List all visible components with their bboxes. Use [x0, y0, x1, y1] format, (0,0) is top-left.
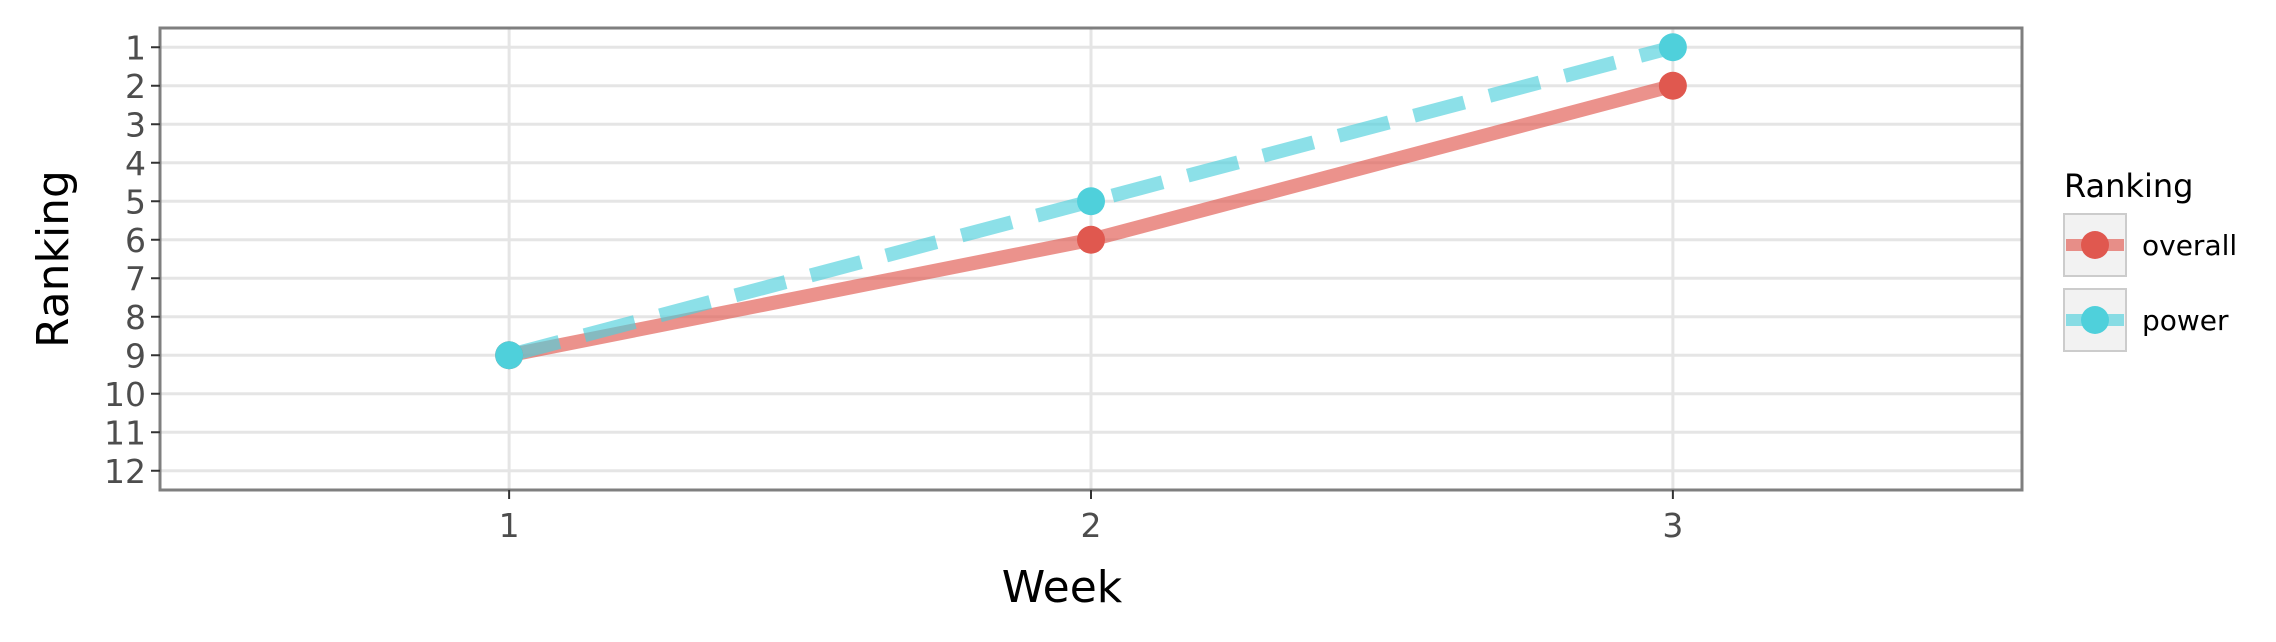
x-axis: 1 2 3: [499, 490, 1683, 545]
data-point-overall: [1658, 71, 1687, 100]
y-tick-label: 10: [104, 375, 146, 414]
legend-label-overall: overall: [2142, 229, 2237, 262]
x-axis-title: Week: [1002, 562, 1123, 613]
y-tick-label: 7: [125, 259, 146, 298]
data-point-power: [1658, 33, 1687, 62]
legend-key-point-overall: [2081, 231, 2109, 259]
y-tick-label: 6: [125, 221, 146, 260]
y-tick-label: 8: [125, 298, 146, 337]
data-point-power: [495, 341, 524, 370]
y-tick-label: 9: [125, 336, 146, 375]
y-tick-label: 2: [125, 67, 146, 106]
data-point-overall: [1077, 225, 1105, 254]
y-tick-label: 5: [125, 182, 146, 221]
y-tick-label: 1: [125, 28, 146, 67]
y-tick-label: 3: [125, 105, 146, 144]
data-point-power: [1077, 187, 1105, 216]
series-layer: [495, 33, 1687, 370]
legend-key-point-power: [2081, 306, 2109, 334]
legend-title: Ranking: [2064, 167, 2193, 205]
legend-label-power: power: [2142, 304, 2229, 337]
y-tick-label: 12: [104, 452, 146, 491]
x-tick-label: 3: [1662, 506, 1683, 545]
y-axis-title: Ranking: [28, 170, 79, 348]
series-line-power: [507, 40, 1675, 363]
legend: Ranking overall power: [2063, 167, 2237, 352]
x-tick-label: 2: [1081, 506, 1102, 545]
y-tick-label: 11: [104, 413, 146, 452]
x-tick-label: 1: [499, 506, 520, 545]
y-tick-label: 4: [125, 144, 146, 183]
grid-lines: [160, 28, 2022, 490]
